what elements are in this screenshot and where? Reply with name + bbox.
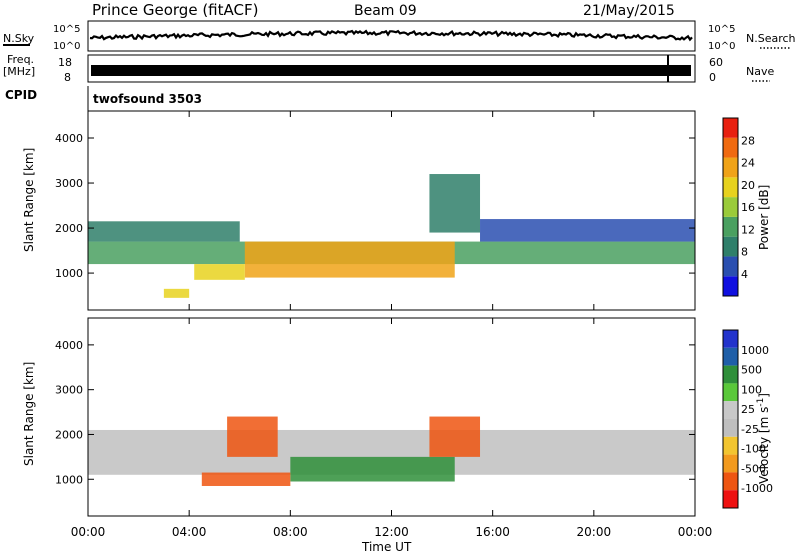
freq-tick-low: 8 — [64, 71, 71, 84]
x-tick-label: 00:00 — [71, 525, 106, 539]
x-axis-label: Time UT — [361, 540, 412, 554]
y-tick-label: 3000 — [55, 177, 83, 190]
colorbar-swatch — [723, 197, 738, 217]
nsearch-label: N.Search — [746, 32, 796, 45]
nave-tick-high: 60 — [709, 56, 723, 69]
colorbar-swatch — [723, 330, 738, 348]
nsky-label: N.Sky — [3, 32, 35, 45]
scatter-band — [244, 241, 455, 278]
velocity-colorbar-label: Velocity [m s-1] — [756, 393, 771, 484]
colorbar-tick-label: -500 — [741, 462, 766, 475]
scatter-band — [163, 288, 190, 298]
power-ylabel: Slant Range [km] — [22, 148, 36, 252]
y-tick-label: 4000 — [55, 132, 83, 145]
colorbar-tick-label: 16 — [741, 201, 755, 214]
velocity-heatmap — [88, 416, 695, 486]
y-tick-label: 1000 — [55, 267, 83, 280]
freq-tick-high: 18 — [58, 56, 72, 69]
noise-tick-high-left: 10^5 — [53, 24, 80, 35]
power-y-axis: 1000 2000 3000 4000 — [55, 132, 695, 280]
colorbar-swatch — [723, 401, 738, 419]
colorbar-tick-label: 500 — [741, 364, 762, 377]
colorbar-swatch — [723, 383, 738, 402]
colorbar-swatch — [723, 216, 738, 237]
power-colorbar: 4 8 12 16 20 24 28 — [722, 117, 755, 297]
scatter-band — [429, 174, 481, 233]
colorbar-swatch — [723, 157, 738, 178]
nave-tick-low: 0 — [709, 71, 716, 84]
colorbar-tick-label: -25 — [741, 423, 759, 436]
colorbar-swatch — [723, 472, 738, 491]
colorbar-tick-label: 1000 — [741, 344, 769, 357]
colorbar-swatch — [723, 236, 738, 257]
colorbar-swatch — [723, 137, 738, 158]
x-tick-label: 12:00 — [374, 525, 409, 539]
velocity-axes — [87, 317, 696, 517]
cpid-value: twofsound 3503 — [93, 92, 202, 106]
colorbar-tick-label: 20 — [741, 179, 755, 192]
freq-panel — [87, 54, 696, 83]
freq-nave-trace — [91, 65, 691, 76]
colorbar-tick-label: 28 — [741, 134, 755, 147]
colorbar-swatch — [723, 436, 738, 455]
time-axis: 00:00 04:00 08:00 12:00 16:00 20:00 00:00 — [71, 111, 713, 539]
scatter-band — [201, 472, 291, 486]
noise-tick-high-right: 10^5 — [708, 24, 735, 35]
colorbar-swatch — [723, 118, 738, 138]
colorbar-swatch — [723, 177, 738, 198]
noise-panel — [87, 20, 696, 52]
noise-tick-low-right: 10^0 — [708, 41, 735, 52]
velocity-colorbar: 1000 500 100 25 -25 -100 -500 -1000 — [722, 329, 773, 509]
scatter-band — [194, 264, 245, 280]
colorbar-tick-label: 12 — [741, 223, 755, 236]
scatter-band — [227, 416, 278, 457]
noise-tick-low-left: 10^0 — [53, 41, 80, 52]
nave-label: Nave — [746, 65, 774, 78]
beam-label: Beam 09 — [354, 3, 417, 19]
freq-unit-label: [MHz] — [3, 65, 35, 78]
colorbar-swatch — [723, 419, 738, 437]
freq-label: Freq. — [7, 53, 34, 66]
velocity-y-axis: 1000 2000 3000 4000 — [55, 339, 695, 486]
y-tick-label: 1000 — [55, 473, 83, 486]
colorbar-tick-label: 25 — [741, 403, 755, 416]
colorbar-tick-label: 24 — [741, 157, 755, 170]
y-tick-label: 3000 — [55, 384, 83, 397]
nsky-trace — [89, 29, 693, 42]
y-tick-label: 4000 — [55, 339, 83, 352]
power-colorbar-label: Power [dB] — [757, 185, 771, 250]
colorbar-tick-label: 8 — [741, 246, 748, 259]
x-tick-label: 20:00 — [577, 525, 612, 539]
colorbar-swatch — [723, 365, 738, 384]
colorbar-swatch — [723, 490, 738, 508]
colorbar-swatch — [723, 347, 738, 366]
scatter-band — [290, 456, 455, 482]
colorbar-swatch — [723, 454, 738, 473]
colorbar-tick-label: -1000 — [741, 482, 773, 495]
colorbar-swatch — [723, 256, 738, 277]
scatter-band — [480, 219, 695, 242]
colorbar-tick-label: -100 — [741, 443, 766, 456]
colorbar-swatch — [723, 276, 738, 296]
scatter-band — [429, 416, 481, 457]
date-label: 21/May/2015 — [583, 3, 675, 19]
colorbar-tick-label: 100 — [741, 383, 762, 396]
radar-title: Prince George (fitACF) — [92, 1, 258, 19]
cpid-label: CPID — [5, 88, 37, 102]
colorbar-tick-label: 4 — [741, 268, 748, 281]
y-tick-label: 2000 — [55, 222, 83, 235]
x-tick-label: 04:00 — [172, 525, 207, 539]
x-tick-label: 00:00 — [678, 525, 713, 539]
y-tick-label: 2000 — [55, 428, 83, 441]
x-tick-label: 16:00 — [475, 525, 510, 539]
velocity-ylabel: Slant Range [km] — [22, 362, 36, 466]
power-axes — [87, 110, 696, 311]
scatter-band — [88, 221, 240, 242]
power-heatmap — [88, 174, 695, 298]
x-tick-label: 08:00 — [273, 525, 308, 539]
